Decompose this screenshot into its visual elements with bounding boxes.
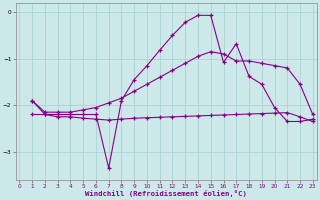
X-axis label: Windchill (Refroidissement éolien,°C): Windchill (Refroidissement éolien,°C) <box>85 190 247 197</box>
